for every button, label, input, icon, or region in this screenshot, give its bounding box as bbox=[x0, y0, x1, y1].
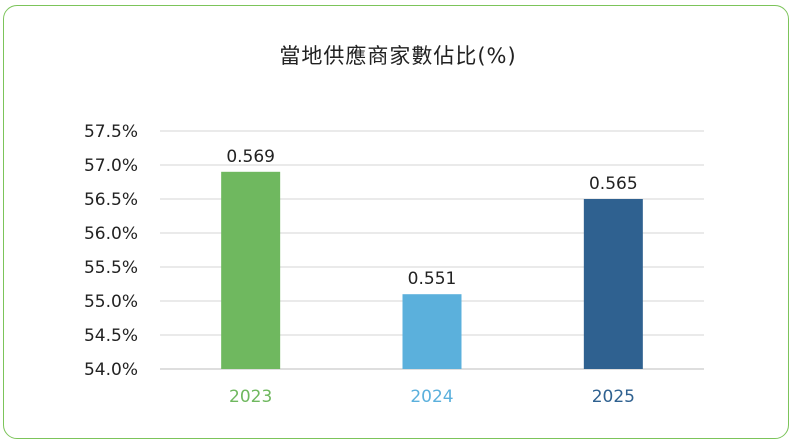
y-tick-label: 56.5% bbox=[84, 190, 138, 210]
y-tick-label: 54.0% bbox=[84, 360, 138, 380]
y-tick-label: 57.0% bbox=[84, 156, 138, 176]
chart-title: 當地供應商家數佔比(%) bbox=[279, 44, 517, 68]
data-labels: 0.569 0.551 0.565 bbox=[226, 147, 637, 289]
y-axis-tick-labels: 54.0% 54.5% 55.0% 55.5% 56.0% 56.5% 57.0% 57.5% bbox=[84, 122, 138, 380]
data-label-2023: 0.569 bbox=[226, 147, 275, 167]
y-tick-label: 54.5% bbox=[84, 326, 138, 346]
bar-2023 bbox=[221, 171, 281, 369]
x-axis-category-labels: 2023 2024 2025 bbox=[229, 387, 635, 407]
bar-2025 bbox=[583, 199, 643, 369]
y-tick-label: 55.5% bbox=[84, 258, 138, 278]
data-label-2024: 0.551 bbox=[408, 269, 457, 289]
data-label-2025: 0.565 bbox=[589, 174, 638, 194]
category-label-2024: 2024 bbox=[410, 387, 453, 407]
bar-2024 bbox=[402, 294, 462, 369]
y-tick-label: 57.5% bbox=[84, 122, 138, 142]
bars bbox=[221, 171, 643, 369]
y-tick-label: 55.0% bbox=[84, 292, 138, 312]
category-label-2023: 2023 bbox=[229, 387, 272, 407]
chart-card bbox=[3, 5, 789, 439]
category-label-2025: 2025 bbox=[592, 387, 635, 407]
y-tick-label: 56.0% bbox=[84, 224, 138, 244]
